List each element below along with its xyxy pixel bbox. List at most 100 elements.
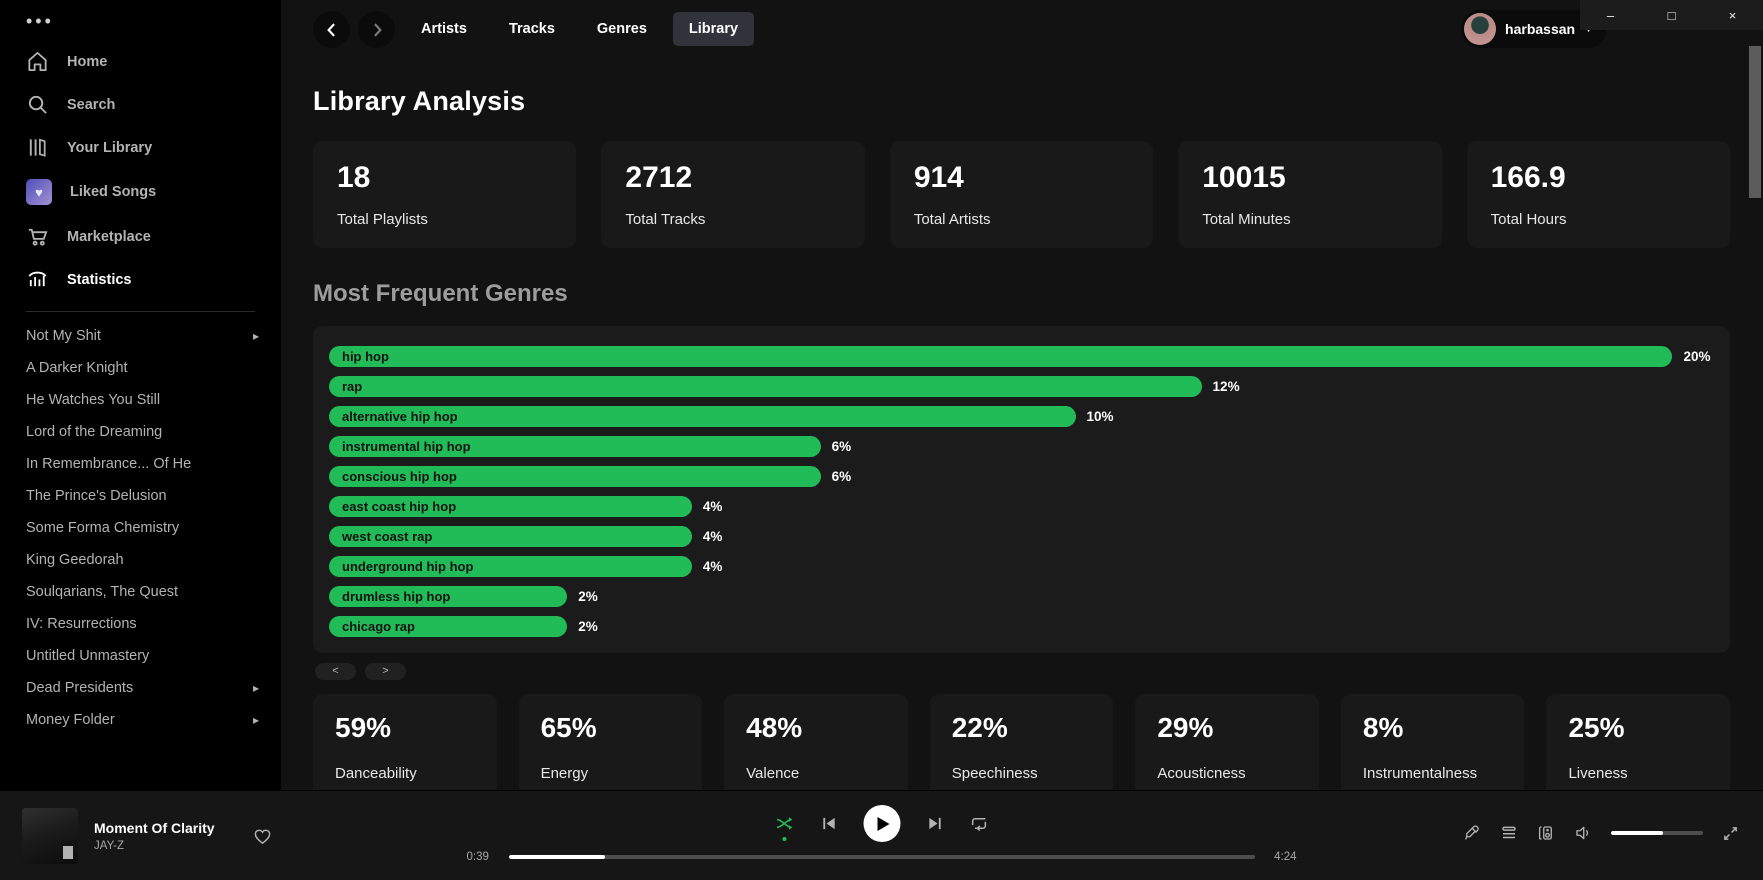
feature-value: 29%: [1157, 712, 1214, 743]
volume-slider[interactable]: [1611, 831, 1703, 835]
genre-bar[interactable]: west coast rap: [329, 526, 692, 547]
sidebar-item-label: Marketplace: [67, 228, 151, 245]
feature-value: 65%: [540, 712, 597, 743]
sidebar-item-statistics[interactable]: Statistics: [0, 258, 281, 301]
playlist-item[interactable]: IV: Resurrections: [0, 608, 281, 640]
stat-card-total-tracks: 2712 Total Tracks: [601, 141, 865, 248]
playlist-name: Not My Shit: [26, 328, 101, 344]
genre-bar[interactable]: east coast hip hop: [329, 496, 692, 517]
playlist-name: In Remembrance... Of He: [26, 456, 192, 472]
tab-genres[interactable]: Genres: [596, 21, 647, 37]
maximize-button[interactable]: □: [1667, 7, 1676, 23]
genre-percent: 4%: [702, 529, 723, 544]
progress-fill: [508, 855, 606, 859]
playlist-item[interactable]: Lord of the Dreaming: [0, 416, 281, 448]
feature-value: 59%: [335, 712, 392, 743]
genre-label: alternative hip hop: [342, 409, 458, 424]
progress-bar[interactable]: [508, 855, 1255, 859]
stat-label: Total Minutes: [1202, 211, 1291, 228]
feature-label: Speechiness: [951, 765, 1038, 782]
chart-pagination: < >: [315, 663, 1730, 680]
track-title[interactable]: Moment Of Clarity: [94, 820, 215, 836]
app-menu-button[interactable]: •••: [26, 11, 54, 31]
track-artist[interactable]: JAY-Z: [94, 840, 125, 852]
genre-bar-row: conscious hip hop 6%: [329, 466, 1714, 487]
marketplace-icon: [26, 225, 49, 248]
feature-value: 48%: [746, 712, 803, 743]
genre-percent: 6%: [831, 469, 852, 484]
like-button[interactable]: [253, 827, 272, 846]
sidebar-item-home[interactable]: Home: [0, 40, 281, 83]
feature-label: Liveness: [1568, 765, 1628, 782]
tab-library[interactable]: Library: [672, 12, 755, 46]
sidebar-item-marketplace[interactable]: Marketplace: [0, 215, 281, 258]
playlist-item[interactable]: He Watches You Still: [0, 384, 281, 416]
playlist-item[interactable]: Untitled Unmastery: [0, 640, 281, 672]
queue-button[interactable]: [1500, 824, 1518, 842]
album-art[interactable]: [22, 808, 78, 864]
play-button[interactable]: [863, 805, 900, 842]
queue-icon: [1502, 826, 1516, 839]
folder-expand-icon[interactable]: ▸: [252, 713, 259, 727]
feature-label: Valence: [746, 765, 800, 782]
playlist-name: Soulqarians, The Quest: [26, 584, 179, 600]
feature-card-valence: 48% Valence: [724, 694, 908, 790]
playlist-item[interactable]: The Prince's Delusion: [0, 480, 281, 512]
microphone-icon: [1465, 825, 1479, 840]
repeat-button[interactable]: [969, 814, 988, 833]
playlist-item[interactable]: Money Folder ▸: [0, 704, 281, 736]
connect-device-button[interactable]: [1537, 824, 1555, 842]
stat-card-total-artists: 914 Total Artists: [889, 141, 1154, 248]
sidebar-item-your-library[interactable]: Your Library: [0, 126, 281, 169]
feature-label: Danceability: [335, 765, 417, 782]
fullscreen-icon: [1724, 826, 1737, 840]
genre-percent: 4%: [702, 499, 723, 514]
tab-artists[interactable]: Artists: [421, 21, 467, 37]
genre-label: west coast rap: [342, 529, 433, 544]
volume-button[interactable]: [1574, 824, 1592, 842]
window-controls: – □ ×: [1580, 0, 1763, 30]
sidebar: ••• Home Search Your Library ♥ Liked Songs Ma…: [0, 0, 281, 790]
sidebar-item-liked-songs[interactable]: ♥ Liked Songs: [0, 169, 281, 215]
sidebar-divider: [26, 311, 255, 312]
tab-tracks[interactable]: Tracks: [508, 21, 555, 37]
genre-bar[interactable]: conscious hip hop: [329, 466, 821, 487]
sidebar-playlists: Not My Shit ▸ A Darker Knight He Watches Yo…: [0, 320, 281, 736]
folder-expand-icon[interactable]: ▸: [252, 681, 259, 695]
genre-bar[interactable]: alternative hip hop: [329, 406, 1076, 427]
feature-card-speechiness: 22% Speechiness: [929, 694, 1114, 790]
genre-bar[interactable]: chicago rap: [329, 616, 568, 637]
sidebar-item-search[interactable]: Search: [0, 83, 281, 126]
close-button[interactable]: ×: [1728, 7, 1737, 23]
fullscreen-button[interactable]: [1722, 825, 1739, 842]
playlist-item[interactable]: King Geedorah: [0, 544, 281, 576]
folder-expand-icon[interactable]: ▸: [252, 329, 259, 343]
playlist-item[interactable]: A Darker Knight: [0, 352, 281, 384]
back-button[interactable]: [313, 11, 350, 48]
stat-card-total-playlists: 18 Total Playlists: [313, 141, 577, 248]
forward-button[interactable]: [358, 11, 395, 48]
sidebar-item-label: Liked Songs: [70, 184, 157, 200]
page-prev-button[interactable]: <: [315, 663, 356, 680]
scrollbar-thumb[interactable]: [1749, 46, 1761, 198]
play-icon: [877, 816, 889, 831]
genre-bar[interactable]: underground hip hop: [329, 556, 692, 577]
next-button[interactable]: [926, 815, 943, 832]
feature-label: Instrumentalness: [1362, 765, 1478, 782]
genre-bar[interactable]: hip hop: [329, 346, 1673, 367]
lyrics-button[interactable]: [1463, 824, 1481, 842]
genre-bar-row: drumless hip hop 2%: [329, 586, 1714, 607]
playlist-item[interactable]: Not My Shit ▸: [0, 320, 281, 352]
minimize-button[interactable]: –: [1606, 7, 1615, 23]
genre-percent: 12%: [1212, 379, 1240, 394]
playlist-item[interactable]: Dead Presidents ▸: [0, 672, 281, 704]
page-next-button[interactable]: >: [365, 663, 406, 680]
genre-bar[interactable]: rap: [329, 376, 1202, 397]
playlist-item[interactable]: Some Forma Chemistry: [0, 512, 281, 544]
genre-bar[interactable]: instrumental hip hop: [329, 436, 821, 457]
shuffle-button[interactable]: [775, 814, 794, 833]
playlist-item[interactable]: Soulqarians, The Quest: [0, 576, 281, 608]
playlist-item[interactable]: In Remembrance... Of He: [0, 448, 281, 480]
previous-button[interactable]: [820, 815, 837, 832]
genre-bar[interactable]: drumless hip hop: [329, 586, 568, 607]
